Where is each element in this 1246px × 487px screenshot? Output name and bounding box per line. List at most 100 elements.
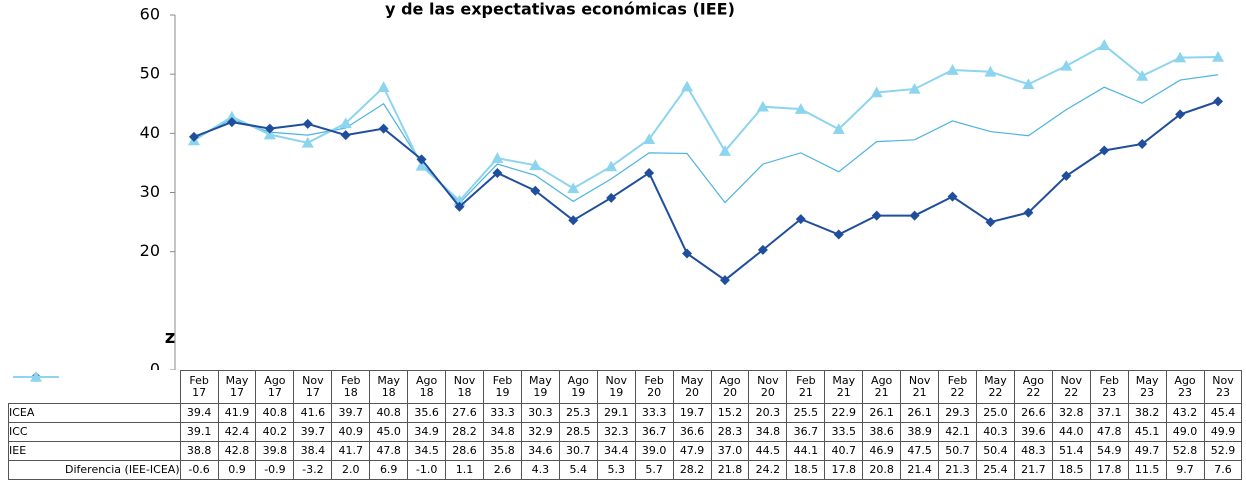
- value-cell: 40.3: [975, 422, 1015, 442]
- chart: y de las expectativas económicas (IEE) z…: [140, 0, 1225, 370]
- marker: [415, 159, 428, 171]
- x-tick-cell: Feb 20: [634, 370, 674, 404]
- x-tick-cell: Nov 21: [900, 370, 940, 404]
- marker: [681, 80, 694, 92]
- value-cell: 42.1: [938, 422, 977, 442]
- value-cell: 25.5: [786, 403, 826, 423]
- value-cell: 26.6: [1013, 403, 1053, 423]
- row-label: Diferencia (IEE-ICEA): [65, 463, 180, 476]
- value-cell: 21.4: [900, 460, 940, 480]
- marker: [1175, 109, 1186, 120]
- value-cell: 9.7: [1165, 460, 1205, 480]
- value-cell: 45.0: [369, 422, 409, 442]
- x-tick-label: Ago 23: [1174, 374, 1196, 399]
- value-cell: 39.0: [634, 441, 674, 461]
- value-cell: 2.6: [483, 460, 522, 480]
- row-name-cell: ICEA: [8, 371, 181, 423]
- value-cell: 25.0: [975, 403, 1015, 423]
- x-tick-cell: May 21: [824, 370, 864, 404]
- value-cell: 25.4: [975, 460, 1015, 480]
- x-tick-cell: May 17: [217, 370, 257, 404]
- marker: [606, 192, 617, 203]
- x-tick-label: May 23: [1135, 374, 1159, 399]
- series-line: [193, 100, 1219, 282]
- marker: [340, 130, 351, 141]
- value-cell: 37.1: [1089, 403, 1129, 423]
- x-tick-label: Feb 17: [189, 374, 209, 399]
- value-cell: 34.5: [407, 441, 447, 461]
- x-tick-label: Ago 17: [264, 374, 286, 399]
- value-cell: 52.8: [1165, 441, 1205, 461]
- table-row: ICEA 39.4 41.9 40.8 41.6 39.7 40.8 35.6 27.6 33.3…: [8, 371, 1243, 423]
- value-cell: 33.3: [483, 403, 522, 423]
- value-cell: 44.1: [786, 441, 826, 461]
- x-tick-label: May 17: [225, 374, 249, 399]
- value-cell: 29.1: [596, 403, 636, 423]
- marker: [605, 160, 618, 172]
- value-cell: 1.1: [445, 460, 484, 480]
- x-tick-label: May 20: [680, 374, 704, 399]
- marker: [832, 123, 845, 134]
- marker: [492, 167, 503, 178]
- value-cell: 38.8: [179, 441, 219, 461]
- legend-label: IEE: [9, 444, 27, 457]
- marker: [946, 64, 959, 75]
- value-cell: 35.8: [483, 441, 522, 461]
- x-tick-cell: Ago 19: [558, 370, 598, 404]
- value-cell: 41.7: [331, 441, 371, 461]
- value-cell: 33.5: [824, 422, 864, 442]
- x-tick-cell: Feb 17: [179, 370, 219, 404]
- x-tick-label: May 22: [984, 374, 1007, 399]
- x-tick-label: May 18: [377, 374, 401, 399]
- value-cell: 45.4: [1203, 403, 1243, 423]
- value-cell: 21.8: [710, 460, 750, 480]
- value-cell: 34.6: [520, 441, 560, 461]
- value-cell: 40.9: [331, 422, 371, 442]
- value-cell: 41.6: [293, 403, 333, 423]
- value-cell: 30.7: [558, 441, 598, 461]
- x-tick-cell: Nov 20: [748, 370, 788, 404]
- x-tick-cell: Feb 21: [786, 370, 826, 404]
- value-cell: -0.9: [255, 460, 295, 480]
- x-tick-label: Nov 18: [453, 374, 476, 399]
- x-tick-cell: May 22: [975, 370, 1015, 404]
- row-name-cell: ICC: [8, 376, 181, 442]
- value-cell: 38.9: [900, 422, 940, 442]
- x-tick-cell: May 20: [672, 370, 712, 404]
- row-name-cell: IEE: [8, 370, 181, 461]
- value-cell: 33.3: [634, 403, 674, 423]
- value-cell: 34.4: [596, 441, 636, 461]
- value-cell: 39.7: [293, 422, 333, 442]
- value-cell: -1.0: [407, 460, 447, 480]
- marker: [757, 244, 768, 255]
- value-cell: 32.3: [596, 422, 636, 442]
- x-tick-cell: Feb 18: [331, 370, 371, 404]
- value-cell: 50.7: [938, 441, 977, 461]
- value-cell: 28.3: [710, 422, 750, 442]
- table-row: Diferencia (IEE-ICEA) -0.6 0.9 -0.9 -3.2 2.0 6…: [8, 460, 1243, 480]
- x-tick-label: Ago 22: [1022, 374, 1044, 399]
- x-tick-label: Feb 22: [947, 374, 968, 399]
- value-cell: 15.2: [710, 403, 750, 423]
- value-cell: 34.8: [483, 422, 522, 442]
- value-cell: 47.8: [1089, 422, 1129, 442]
- value-cell: 5.3: [596, 460, 636, 480]
- value-cell: 52.9: [1203, 441, 1243, 461]
- value-cell: 11.5: [1127, 460, 1167, 480]
- x-tick-cell: Nov 23: [1203, 370, 1243, 404]
- value-cell: 49.7: [1127, 441, 1167, 461]
- marker: [1213, 96, 1224, 107]
- value-cell: 30.3: [520, 403, 560, 423]
- marker: [985, 217, 996, 228]
- value-cell: 54.9: [1089, 441, 1129, 461]
- value-cell: 29.3: [938, 403, 977, 423]
- value-cell: 24.2: [748, 460, 788, 480]
- x-tick-label: Ago 19: [567, 374, 589, 399]
- value-cell: 36.7: [786, 422, 826, 442]
- value-cell: 42.4: [217, 422, 257, 442]
- x-tick-cell: Ago 21: [862, 370, 902, 404]
- marker: [871, 210, 882, 221]
- value-cell: 48.3: [1013, 441, 1053, 461]
- value-cell: 44.0: [1051, 422, 1091, 442]
